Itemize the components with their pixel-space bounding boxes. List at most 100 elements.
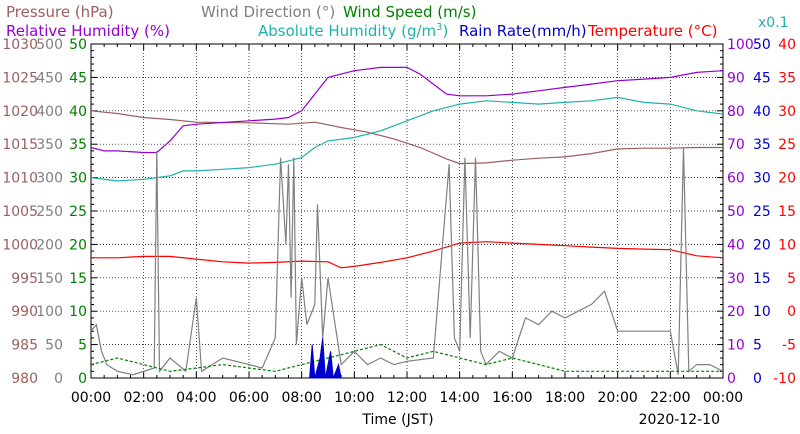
legend-entry: Relative Humidity (%) (6, 22, 170, 40)
wind_direction-tick-label: 150 (36, 271, 63, 287)
x-tick-label: 04:00 (176, 390, 216, 406)
relative_humidity-tick-label: 20 (727, 304, 745, 320)
rain_rate-tick-label: 25 (753, 204, 771, 220)
temperature-tick-label: -10 (773, 371, 796, 387)
pressure-tick-label: 980 (11, 371, 38, 387)
relative_humidity-tick-label: 30 (727, 271, 745, 287)
rain_rate-tick-label: 10 (753, 304, 771, 320)
pressure-tick-label: 1015 (2, 137, 38, 153)
legend-entry: Rain Rate(mm/h) (459, 22, 587, 40)
pressure-tick-label: 990 (11, 304, 38, 320)
temperature-tick-label: 20 (778, 171, 796, 187)
relative_humidity-tick-label: 100 (727, 37, 754, 53)
rain_rate-tick-label: 35 (753, 137, 771, 153)
relative_humidity-tick-label: 10 (727, 338, 745, 354)
wind_speed-tick-label: 20 (69, 237, 87, 253)
relative_humidity-tick-label: 80 (727, 104, 745, 120)
wind_speed-tick-label: 35 (69, 137, 87, 153)
series-relative-humidity (90, 66, 724, 154)
temperature-tick-label: 40 (778, 37, 796, 53)
plot-area (90, 66, 724, 379)
rain_rate-tick-label: 30 (753, 171, 771, 187)
temperature-tick-label: -5 (782, 338, 796, 354)
pressure-tick-label: 985 (11, 338, 38, 354)
wind_direction-tick-label: 0 (54, 371, 63, 387)
wind_direction-tick-label: 50 (45, 338, 63, 354)
temperature-tick-label: 30 (778, 104, 796, 120)
series-wind-speed-m-s (90, 343, 723, 372)
temperature-tick-label: 10 (778, 237, 796, 253)
rain_rate-tick-label: 40 (753, 104, 771, 120)
x-axis-title: Time (JST) (361, 412, 433, 428)
x-tick-label: 08:00 (281, 390, 321, 406)
rain_rate-tick-label: 45 (753, 70, 771, 86)
wind_direction-tick-label: 250 (36, 204, 63, 220)
legend-entry: Absolute Humidity (g/m3) (258, 22, 448, 40)
temperature-tick-label: 25 (778, 137, 796, 153)
relative_humidity-tick-label: 60 (727, 171, 745, 187)
x-tick-label: 14:00 (439, 390, 479, 406)
rain_rate-tick-label: 50 (753, 37, 771, 53)
x-tick-label: 00:00 (71, 390, 111, 406)
legend-entry: Pressure (hPa) (6, 3, 114, 21)
wind_speed-tick-label: 5 (78, 338, 87, 354)
rain_rate-tick-label: 20 (753, 237, 771, 253)
legend-entry: Wind Speed (m/s) (343, 3, 476, 21)
grid (90, 43, 724, 379)
pressure-tick-label: 1005 (2, 204, 38, 220)
x-tick-label: 02:00 (123, 390, 163, 406)
x-tick-label: 10:00 (334, 390, 374, 406)
wind_speed-tick-label: 50 (69, 37, 87, 53)
date-label: 2020-12-10 (639, 412, 720, 428)
temperature-tick-label: 0 (787, 304, 796, 320)
relative_humidity-tick-label: 50 (727, 204, 745, 220)
relative_humidity-tick-label: 70 (727, 137, 745, 153)
series-temperature-c (91, 241, 724, 269)
wind_speed-tick-label: 40 (69, 104, 87, 120)
legend: Pressure (hPa) Wind Direction (°) Wind Spe… (6, 3, 789, 40)
x-tick-label: 16:00 (492, 390, 532, 406)
series-absolute-humidity-g-m3 (90, 96, 724, 182)
wind_speed-tick-label: 0 (78, 371, 87, 387)
pressure-tick-label: 1030 (2, 37, 38, 53)
legend-entry: Wind Direction (°) (201, 3, 335, 21)
relative_humidity-tick-label: 0 (727, 371, 736, 387)
rain_rate-tick-label: 15 (753, 271, 771, 287)
x-tick-label: 12:00 (387, 390, 427, 406)
x-tick-label: 18:00 (545, 390, 585, 406)
series-pressure-hpa (90, 110, 723, 165)
pressure-tick-label: 1025 (2, 70, 38, 86)
pressure-tick-label: 1020 (2, 104, 38, 120)
temperature-tick-label: 35 (778, 70, 796, 86)
temperature-tick-label: 5 (787, 271, 796, 287)
wind_direction-tick-label: 500 (36, 37, 63, 53)
wind_direction-tick-label: 400 (36, 104, 63, 120)
wind_direction-tick-label: 350 (36, 137, 63, 153)
wind_speed-tick-label: 25 (69, 204, 87, 220)
wind_speed-tick-label: 15 (69, 271, 87, 287)
relative_humidity-tick-label: 40 (727, 237, 745, 253)
pressure-tick-label: 1000 (2, 237, 38, 253)
pressure-tick-label: 995 (11, 271, 38, 287)
wind_speed-tick-label: 30 (69, 171, 87, 187)
x-tick-label: 06:00 (229, 390, 269, 406)
series-rain-rate (309, 337, 342, 379)
wind_direction-tick-label: 450 (36, 70, 63, 86)
scale-note: x0.1 (758, 15, 789, 31)
rain_rate-tick-label: 5 (753, 338, 762, 354)
temperature-tick-label: 15 (778, 204, 796, 220)
wind_direction-tick-label: 300 (36, 171, 63, 187)
wind_direction-tick-label: 200 (36, 237, 63, 253)
x-tick-label: 00:00 (703, 390, 743, 406)
wind_direction-tick-label: 100 (36, 304, 63, 320)
x-axis: 00:00 02:00 04:00 06:00 08:00 10:00 12:00 14:00… (71, 390, 743, 428)
series-wind-direction (90, 147, 724, 376)
wind_speed-tick-label: 45 (69, 70, 87, 86)
wind_speed-tick-label: 10 (69, 304, 87, 320)
x-tick-label: 20:00 (597, 390, 637, 406)
right-axes: 1009080706050403020100504540353025201510… (727, 37, 796, 387)
legend-entry: Temperature (°C) (587, 22, 717, 40)
pressure-tick-label: 1010 (2, 171, 38, 187)
relative_humidity-tick-label: 90 (727, 70, 745, 86)
